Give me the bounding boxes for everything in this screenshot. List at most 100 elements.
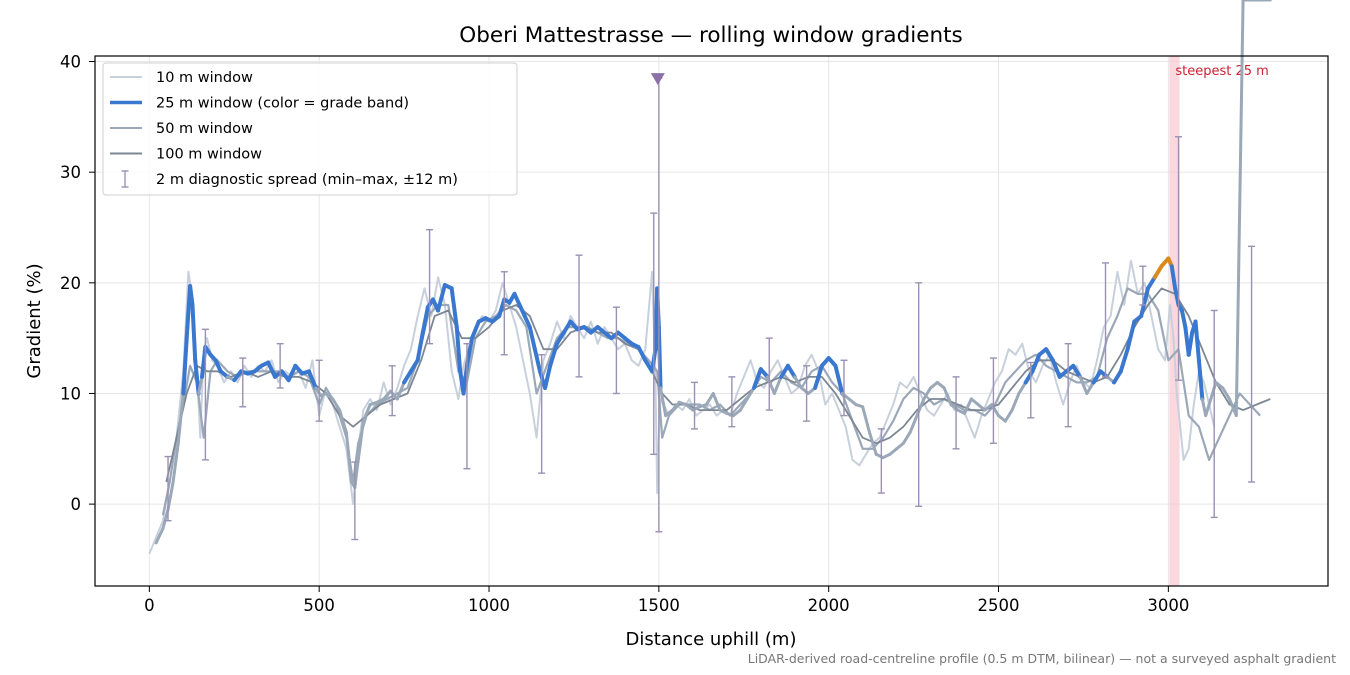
series-25m-segment [171, 441, 180, 484]
spike-marker-layer [650, 73, 665, 86]
series-25m-segment [517, 302, 527, 319]
series-25m-segment [711, 391, 722, 412]
legend-label: 100 m window [156, 147, 262, 163]
series-25m-segment [176, 391, 185, 445]
x-tick-label: 3000 [1147, 596, 1189, 615]
series-25m-segment [963, 397, 973, 415]
series-25m-segment [548, 341, 559, 368]
series-25m-segment [793, 375, 804, 390]
series-25m-segment [193, 358, 201, 396]
series-25m-segment [408, 358, 420, 374]
series-25m-segment [188, 284, 195, 307]
legend: 10 m window 25 m window (color = grade ba… [102, 62, 518, 196]
series-25m-segment [554, 330, 566, 346]
steepest-band: steepest 25 m [1169, 56, 1269, 586]
series-25m-segment [436, 283, 447, 313]
x-tick-label: 2000 [808, 596, 850, 615]
series-25m-segment [181, 325, 190, 396]
x-axis-ticks: 0 500 1000 1500 2000 2500 3000 [144, 586, 1189, 615]
series-25m-segment [833, 363, 845, 396]
series-25m-segment [266, 360, 278, 379]
footnote: LiDAR-derived road-centreline profile (0… [747, 651, 1336, 666]
series-25m-segment [522, 314, 532, 330]
series-25m-segment [512, 291, 522, 307]
series-25m-segment [867, 430, 878, 456]
series-25m-segment [1044, 347, 1055, 363]
series-25m-segment [1204, 403, 1211, 418]
series-25m-segment [306, 369, 318, 390]
series-25m-segment [1071, 363, 1083, 379]
series-25m-segment [942, 386, 953, 407]
steepest-label: steepest 25 m [1175, 64, 1268, 79]
series-25m-segment [1145, 275, 1157, 291]
series-25m-segment [785, 363, 797, 379]
series-25m-segment [758, 367, 770, 379]
series-25m-segment [901, 430, 912, 445]
series-25m-segment [1017, 380, 1028, 395]
chart-title: Oberi Mattestrasse — rolling window grad… [459, 23, 962, 48]
diagnostic-spread [164, 77, 1256, 541]
series-25m-segment [402, 369, 413, 385]
x-tick-label: 0 [144, 596, 155, 615]
series-25m-segment [659, 386, 668, 418]
series-25m-segment [1179, 308, 1188, 330]
series-25m-segment [1234, 0, 1245, 418]
series-25m-segment [1091, 369, 1103, 385]
y-axis-ticks: 0 10 20 30 40 [60, 53, 95, 514]
series-25m-segment [1010, 391, 1021, 412]
series-25m-segment [344, 430, 353, 484]
series-25m-segment [861, 405, 871, 434]
plot-frame [94, 55, 1329, 587]
series-25m-segment [527, 325, 537, 352]
series-25m-segment [314, 386, 323, 398]
series-25m-segment [772, 375, 783, 395]
series-25m-segment [213, 358, 223, 374]
series-25m-segment [532, 347, 542, 374]
legend-label: 2 m diagnostic spread (min–max, ±12 m) [156, 172, 458, 188]
series-25m-segment [908, 414, 919, 434]
series-25m-segment [704, 391, 715, 407]
x-axis-label: Distance uphill (m) [626, 629, 797, 650]
x-tick-label: 2500 [978, 596, 1020, 615]
steepest-band-rect [1169, 56, 1180, 586]
series-25m-segment [813, 363, 824, 390]
series-25m-segment [1030, 352, 1042, 374]
x-tick-label: 500 [303, 596, 335, 615]
series-25m-segment [1050, 358, 1062, 379]
series-25m-segment [395, 380, 406, 401]
series-25m-segment [1221, 386, 1231, 401]
series-25m-segment [1125, 319, 1137, 352]
series-25m-segment [286, 363, 298, 383]
series-25m-segment [670, 400, 681, 412]
series-25m-segment [497, 297, 507, 319]
series-25m-segment [449, 286, 459, 330]
x-tick-label: 1500 [638, 596, 680, 615]
series-25m-segment [420, 305, 430, 335]
series-25m-segment [561, 319, 573, 335]
series-25m-segment [543, 363, 553, 390]
series-25m-segment [1118, 347, 1130, 374]
series-25m-segment [1196, 358, 1205, 402]
series-25m-segment [738, 397, 749, 412]
series-25m-segment [1112, 369, 1123, 385]
series-25m-segment [415, 330, 425, 363]
legend-label: 25 m window (color = grade band) [156, 96, 409, 112]
series-25m-segment [1003, 408, 1014, 423]
series-25m-segment [1186, 330, 1195, 357]
series-25m-segment [1078, 375, 1089, 395]
legend-box [102, 62, 518, 196]
series-25m-segment [922, 386, 933, 401]
legend-label: 10 m window [156, 70, 253, 86]
x-tick-label: 1000 [468, 596, 510, 615]
series-25m-segment [331, 397, 342, 412]
y-tick-label: 40 [60, 53, 81, 72]
series-25m-segment [470, 319, 481, 341]
series-25m-segment [197, 375, 204, 395]
series-25m-segment [1139, 286, 1150, 319]
series-25m-segment [1169, 264, 1178, 291]
series-25m-segment [161, 508, 170, 530]
series-25m-segment [382, 389, 393, 401]
y-tick-label: 20 [60, 274, 81, 293]
series-25m-segment [464, 336, 475, 368]
